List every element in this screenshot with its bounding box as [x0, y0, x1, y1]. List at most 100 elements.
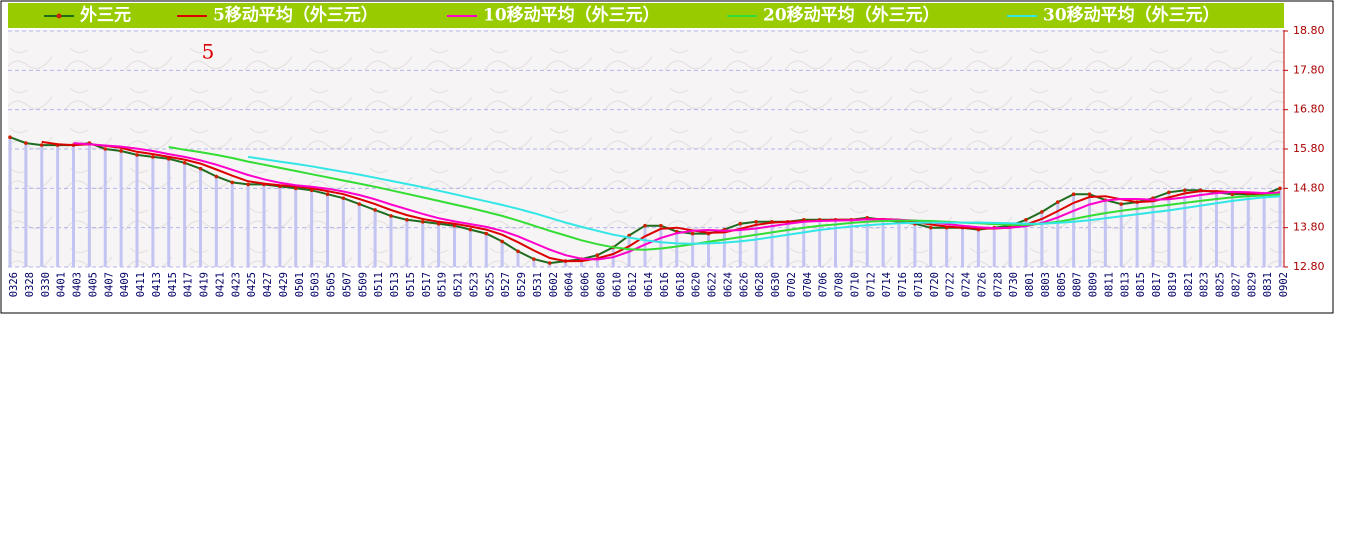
- x-tick-label: 0831: [1262, 272, 1274, 297]
- bar: [24, 143, 28, 267]
- bar: [199, 168, 202, 267]
- point: [151, 155, 155, 159]
- x-tick-label: 0726: [976, 272, 988, 297]
- bar: [135, 154, 139, 267]
- x-tick-label: 0427: [262, 272, 274, 297]
- x-tick-label: 0702: [786, 272, 798, 297]
- bar: [389, 215, 393, 267]
- x-tick-label: 0531: [532, 272, 544, 297]
- x-tick-label: 0417: [183, 272, 195, 297]
- x-tick-label: 0401: [56, 272, 68, 297]
- bar: [738, 223, 742, 267]
- point: [1071, 192, 1076, 197]
- bar: [865, 217, 869, 267]
- x-tick-label: 0423: [230, 272, 242, 297]
- bar: [976, 229, 980, 267]
- bar: [357, 204, 361, 267]
- bar: [230, 182, 234, 267]
- x-tick-label: 0507: [341, 272, 353, 297]
- x-tick-label: 0712: [865, 272, 877, 297]
- x-tick-label: 0604: [564, 272, 576, 297]
- bar: [167, 158, 171, 267]
- bar: [992, 227, 996, 267]
- bar: [1088, 194, 1091, 267]
- x-tick-label: 0630: [770, 272, 782, 297]
- annotation: 5: [202, 40, 215, 64]
- bar: [913, 223, 917, 267]
- x-tick-label: 0415: [167, 272, 179, 297]
- bar: [754, 221, 758, 267]
- x-tick-label: 0525: [484, 272, 496, 297]
- x-tick-label: 0815: [1135, 272, 1147, 297]
- x-tick-label: 0413: [151, 272, 163, 297]
- x-tick-label: 0513: [389, 272, 401, 297]
- x-tick-label: 0823: [1199, 272, 1211, 297]
- bar: [1103, 200, 1107, 267]
- x-tick-label: 0519: [437, 272, 449, 297]
- point: [119, 149, 123, 153]
- bar: [1215, 192, 1218, 267]
- point: [516, 249, 520, 254]
- x-tick-label: 0612: [627, 272, 639, 297]
- bar: [802, 219, 806, 267]
- x-tick-label: 0501: [294, 272, 306, 297]
- x-tick-label: 0517: [421, 272, 433, 297]
- bar: [214, 176, 218, 267]
- bar: [675, 231, 679, 267]
- bar: [8, 137, 12, 267]
- x-tick-label: 0326: [8, 272, 20, 297]
- bar: [722, 229, 726, 267]
- x-tick-label: 0710: [849, 272, 861, 297]
- point: [357, 202, 362, 206]
- point: [532, 257, 536, 261]
- x-tick-label: 0622: [707, 272, 719, 297]
- point: [39, 143, 44, 147]
- x-tick-label: 0706: [818, 272, 830, 297]
- point: [24, 141, 28, 145]
- x-tick-label: 0829: [1246, 272, 1258, 297]
- x-tick-label: 0620: [691, 272, 703, 297]
- bar: [278, 186, 282, 267]
- legend-marker: [56, 13, 62, 19]
- legend-label: 外三元: [80, 5, 131, 26]
- x-tick-label: 0608: [595, 272, 607, 297]
- point: [1087, 192, 1092, 197]
- point: [420, 219, 425, 224]
- bar: [849, 219, 853, 267]
- bar: [1167, 192, 1171, 267]
- bar: [548, 263, 552, 267]
- bar: [151, 156, 155, 267]
- x-tick-label: 0409: [119, 272, 131, 297]
- bar: [1072, 194, 1076, 267]
- bar: [564, 261, 568, 267]
- x-tick-label: 0813: [1119, 272, 1131, 297]
- bar: [310, 190, 314, 267]
- bar: [1278, 188, 1282, 267]
- bar: [437, 223, 441, 267]
- bar: [818, 219, 822, 267]
- bar: [87, 143, 91, 267]
- x-tick-label: 0902: [1278, 272, 1290, 297]
- point: [1119, 202, 1124, 206]
- point: [182, 160, 187, 165]
- point: [484, 231, 489, 236]
- bar: [500, 241, 504, 267]
- x-tick-label: 0407: [103, 272, 115, 297]
- y-tick-label: 12.80: [1293, 260, 1325, 273]
- bar: [484, 233, 488, 267]
- bar: [897, 221, 901, 267]
- y-tick-label: 18.80: [1293, 24, 1325, 37]
- point: [738, 221, 743, 226]
- x-tick-label: 0521: [453, 272, 465, 297]
- x-tick-label: 0405: [87, 272, 99, 297]
- bar: [580, 259, 583, 267]
- bar: [119, 150, 123, 267]
- x-tick-label: 0628: [754, 272, 766, 297]
- x-tick-label: 0716: [897, 272, 909, 297]
- x-tick-label: 0817: [1151, 272, 1163, 297]
- x-tick-label: 0610: [611, 272, 623, 297]
- bar: [1040, 211, 1044, 267]
- x-tick-label: 0720: [929, 272, 941, 297]
- x-tick-label: 0411: [135, 272, 147, 297]
